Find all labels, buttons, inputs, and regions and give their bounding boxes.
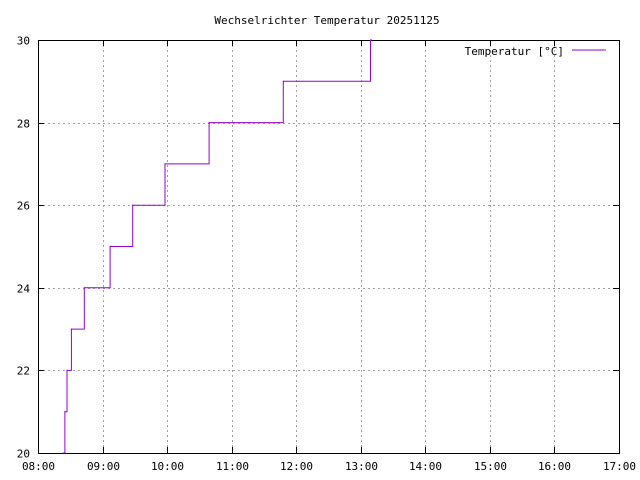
y-tick-label: 26 [17, 200, 30, 213]
x-tick-label: 16:00 [538, 460, 571, 473]
data-point [66, 369, 68, 371]
y-tick-label: 30 [17, 35, 30, 48]
tick-labels: 08:00 09:00 10:00 11:00 12:00 13:00 14:00 15:00… [17, 35, 636, 474]
y-tick-label: 22 [17, 365, 30, 378]
legend-label: Temperatur [°C] [465, 45, 564, 58]
x-tick-label: 17:00 [603, 460, 636, 473]
x-tick-label: 14:00 [409, 460, 442, 473]
data-point [282, 80, 284, 82]
y-tick-label: 24 [17, 283, 31, 296]
x-tick-label: 10:00 [151, 460, 184, 473]
chart-title: Wechselrichter Temperatur 20251125 [214, 14, 439, 27]
data-point [369, 39, 372, 41]
x-tick-label: 13:00 [345, 460, 378, 473]
data-point [63, 452, 65, 454]
data-point [64, 411, 66, 413]
data-point [164, 163, 166, 165]
x-tick-label: 12:00 [280, 460, 313, 473]
series-line [63, 39, 372, 454]
legend: Temperatur [°C] [465, 45, 606, 58]
axis-ticks [38, 40, 620, 454]
x-tick-label: 09:00 [87, 460, 120, 473]
data-point [109, 245, 111, 248]
data-point [83, 287, 85, 289]
x-tick-label: 15:00 [474, 460, 507, 473]
data-point [370, 39, 373, 41]
series-layer [63, 39, 373, 454]
data-point [70, 328, 72, 330]
data-point [208, 122, 210, 124]
plot-frame [38, 40, 620, 454]
x-tick-label: 08:00 [22, 460, 55, 473]
y-tick-label: 28 [17, 118, 30, 131]
data-point [132, 204, 134, 206]
x-tick-label: 11:00 [216, 460, 249, 473]
y-tick-label: 20 [17, 448, 30, 461]
